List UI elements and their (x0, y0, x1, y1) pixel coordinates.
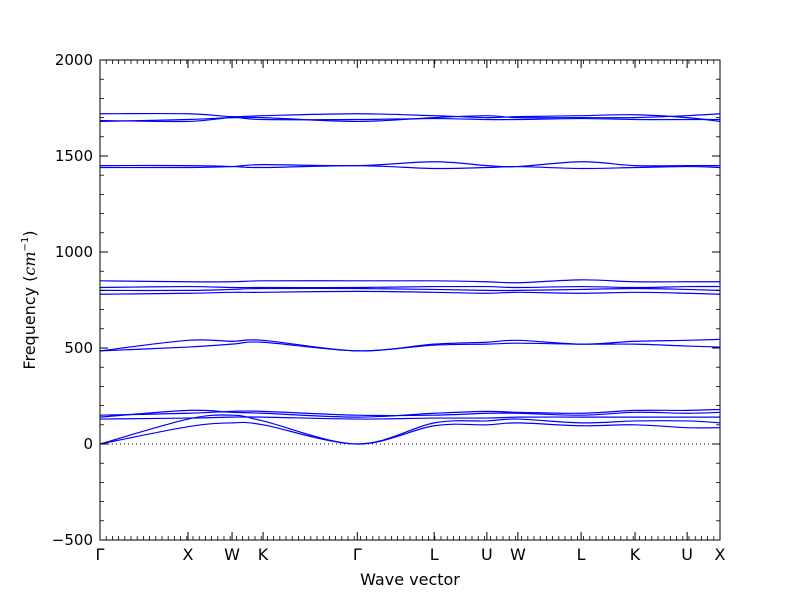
x-tick-label: W (224, 545, 240, 564)
x-tick-label: W (510, 545, 526, 564)
x-tick-label: X (183, 545, 194, 564)
x-axis-label: Wave vector (360, 570, 460, 589)
band-line-10 (100, 285, 720, 289)
x-tick-label: Γ (96, 545, 105, 564)
x-tick-label: X (715, 545, 726, 564)
y-tick-label: 1500 (55, 147, 93, 165)
series-layer (100, 112, 720, 445)
x-tick-label: U (481, 545, 493, 564)
y-tick-label: −500 (52, 531, 93, 549)
band-line-7 (100, 341, 720, 352)
band-line-6 (100, 338, 720, 352)
band-line-4 (100, 410, 720, 417)
y-axis-label-suffix: ) (20, 230, 39, 236)
x-tick-label: L (430, 545, 439, 564)
band-line-15 (100, 112, 720, 123)
band-line-1 (100, 421, 720, 445)
band-line-16 (100, 116, 720, 123)
band-line-2 (100, 414, 720, 445)
band-line-8 (100, 290, 720, 295)
band-line-13 (100, 164, 720, 170)
y-axis-label: Frequency (cm−1) (20, 230, 39, 369)
band-line-9 (100, 287, 720, 292)
x-tick-label: K (630, 545, 641, 564)
y-tick-label: 2000 (55, 51, 93, 69)
y-tick-label: 500 (64, 339, 93, 357)
x-tick-label: Γ (353, 545, 362, 564)
x-tick-label: U (681, 545, 693, 564)
y-axis-label-math: cm (20, 251, 39, 275)
band-line-11 (100, 279, 720, 284)
band-line-5 (100, 416, 720, 420)
y-axis-label-prefix: Frequency ( (20, 276, 39, 370)
y-tick-label: 1000 (55, 243, 93, 261)
y-axis-label-sup: −1 (20, 237, 31, 252)
plot-frame (99, 59, 721, 541)
x-tick-label: K (258, 545, 269, 564)
x-tick-label: L (577, 545, 586, 564)
y-tick-label: 0 (83, 435, 93, 453)
